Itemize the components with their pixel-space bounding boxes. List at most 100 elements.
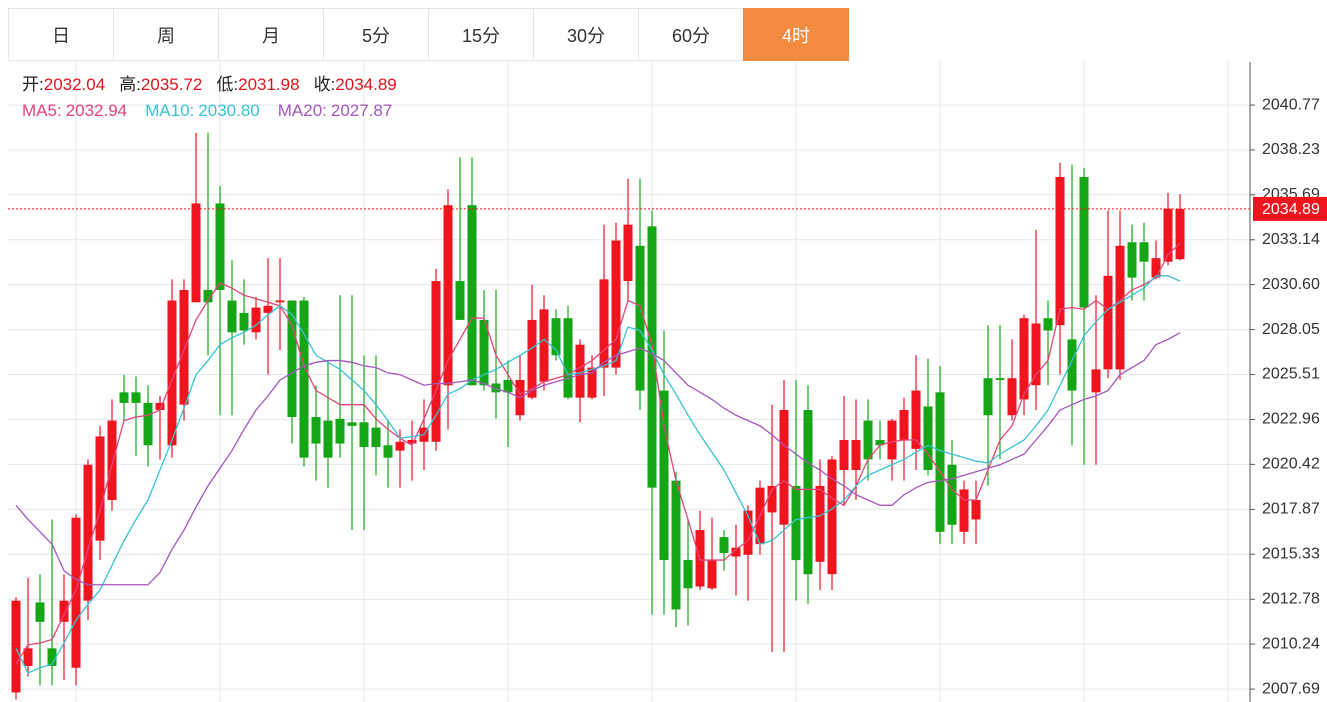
candle-body xyxy=(119,392,129,403)
candle-body xyxy=(311,417,321,444)
candle-body xyxy=(431,281,441,442)
y-tick-label: 2033.14 xyxy=(1262,231,1320,248)
candle-body xyxy=(731,547,741,557)
legend-value: 2032.94 xyxy=(65,101,128,120)
candle-body xyxy=(1019,318,1029,400)
candle-body xyxy=(551,318,561,356)
candle-body xyxy=(143,402,153,446)
ohlc-value: 2034.89 xyxy=(335,75,397,94)
period-tab[interactable]: 60分 xyxy=(638,8,744,61)
ma-line xyxy=(15,275,1181,674)
candle-body xyxy=(359,422,369,448)
candle-body xyxy=(371,427,381,448)
period-tab[interactable]: 4时 xyxy=(743,8,849,61)
candle-body xyxy=(947,464,957,525)
period-tab[interactable]: 5分 xyxy=(323,8,429,61)
ohlc-row: 开:2032.04 高:2035.72 低:2031.98 收:2034.89 xyxy=(22,72,411,98)
candle-body xyxy=(347,422,357,426)
candle-body xyxy=(239,312,249,331)
candle-body xyxy=(1103,275,1113,370)
candle-body xyxy=(647,226,657,488)
period-tab[interactable]: 周 xyxy=(113,8,219,61)
ma-legend: MA5: 2032.94 MA10: 2030.80 MA20: 2027.87 xyxy=(22,98,411,124)
y-tick-label: 2017.87 xyxy=(1262,501,1320,518)
candle-body xyxy=(83,464,93,601)
candle-body xyxy=(803,409,813,575)
candle-body xyxy=(335,418,345,444)
last-price-tag xyxy=(1253,196,1327,221)
candle-body xyxy=(1175,208,1185,260)
candle-body xyxy=(671,480,681,610)
candle-body xyxy=(479,319,489,386)
candle-body xyxy=(203,289,213,303)
candle-body xyxy=(467,205,477,386)
candle-body xyxy=(1127,242,1137,278)
candle-body xyxy=(995,378,1005,380)
y-tick-label: 2015.33 xyxy=(1262,545,1320,562)
candle-body xyxy=(1139,242,1149,262)
candle-body xyxy=(575,344,585,398)
candle-body xyxy=(527,319,537,398)
candle-body xyxy=(1055,176,1065,326)
candle-body xyxy=(107,420,117,501)
candle-body xyxy=(299,300,309,458)
candle-body xyxy=(743,510,753,555)
candle-body xyxy=(191,203,201,303)
info-panel: 开:2032.04 高:2035.72 低:2031.98 收:2034.89 MA5… xyxy=(22,72,411,124)
y-tick-label: 2010.24 xyxy=(1262,635,1320,652)
candle-body xyxy=(611,240,621,368)
candle-body xyxy=(851,439,861,471)
candle-body xyxy=(95,436,105,541)
ohlc-value: 2035.72 xyxy=(140,75,203,94)
candle-body xyxy=(659,390,669,561)
y-tick-label: 2030.60 xyxy=(1262,276,1320,293)
ma-line xyxy=(15,242,1181,665)
y-tick-label: 2007.69 xyxy=(1262,680,1320,697)
legend-name: MA5: xyxy=(22,101,62,120)
candle-body xyxy=(599,279,609,368)
candle-body xyxy=(587,367,597,398)
candle-body xyxy=(983,378,993,416)
candle-body xyxy=(11,600,21,693)
candle-body xyxy=(623,224,633,282)
candle-body xyxy=(287,300,297,418)
candle-body xyxy=(455,281,465,320)
candle-body xyxy=(215,203,225,290)
candle-body xyxy=(71,517,81,668)
legend-value: 2027.87 xyxy=(330,101,393,120)
candle-body xyxy=(707,560,717,589)
candle-body xyxy=(923,406,933,471)
y-tick-label: 2040.77 xyxy=(1262,96,1320,113)
candle-body xyxy=(767,485,777,513)
candle-body xyxy=(1067,339,1077,391)
candle-body xyxy=(503,379,513,393)
candle-body xyxy=(959,489,969,532)
candle-body xyxy=(1079,176,1089,308)
candle-body xyxy=(1115,245,1125,370)
legend-value: 2030.80 xyxy=(198,101,260,120)
period-tab[interactable]: 月 xyxy=(218,8,324,61)
candle-body xyxy=(791,485,801,561)
candle-body xyxy=(275,300,285,303)
period-tab[interactable]: 15分 xyxy=(428,8,534,61)
period-tab[interactable]: 日 xyxy=(8,8,114,61)
y-tick-label: 2020.42 xyxy=(1262,456,1320,473)
candle-body xyxy=(323,420,333,458)
candle-body xyxy=(827,459,837,575)
candle-body xyxy=(251,307,261,333)
candle-body xyxy=(563,318,573,398)
candle-body xyxy=(719,537,729,553)
y-tick-label: 2025.51 xyxy=(1262,366,1320,383)
ma-line xyxy=(15,332,1181,586)
candle-body xyxy=(935,392,945,532)
period-tab[interactable]: 30分 xyxy=(533,8,639,61)
y-tick-label: 2012.78 xyxy=(1262,590,1320,607)
candle-body xyxy=(875,439,885,446)
candle-body xyxy=(1151,258,1161,278)
y-tick-label: 2028.05 xyxy=(1262,321,1320,338)
candle-body xyxy=(683,560,693,589)
candle-body xyxy=(167,300,177,446)
ohlc-value: 2031.98 xyxy=(238,75,300,94)
ohlc-label: 低: xyxy=(216,75,239,94)
